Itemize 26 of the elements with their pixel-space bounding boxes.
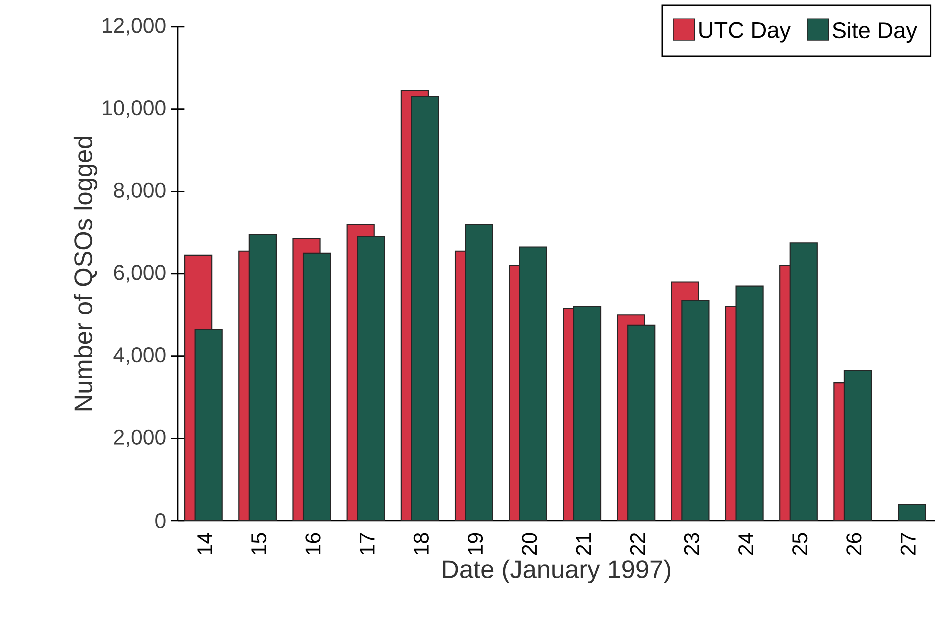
- y-tick-label: 12,000: [103, 18, 166, 36]
- x-tick-label: 21: [576, 533, 592, 556]
- x-tick-label: 14: [198, 533, 212, 554]
- y-axis-title: Number of QSOs logged: [74, 136, 98, 411]
- x-tick-label: 23: [684, 533, 700, 556]
- x-tick-label: 15: [252, 533, 267, 554]
- x-tick-label: 18: [414, 533, 429, 554]
- bar: [898, 504, 926, 522]
- x-tick-label: 26: [846, 533, 862, 556]
- y-tick-label: 10,000: [103, 100, 166, 118]
- y-tick-label: 6,000: [114, 265, 166, 283]
- legend-label: Site Day: [832, 22, 918, 44]
- x-tick-label: 24: [738, 533, 754, 556]
- x-tick-label: 25: [792, 533, 808, 556]
- y-tick-label: 2,000: [114, 430, 166, 448]
- x-tick-label: 19: [468, 533, 484, 554]
- x-tick-label: 16: [306, 533, 321, 554]
- legend-label: UTC Day: [700, 22, 792, 43]
- y-tick-label: 8,000: [114, 182, 166, 200]
- x-axis-title: Date (January 1997): [443, 560, 671, 584]
- y-tick-label: 4,000: [114, 348, 166, 366]
- y-tick-label: 0: [156, 513, 166, 529]
- x-tick-label: 17: [360, 533, 375, 554]
- x-tick-label: 22: [630, 533, 646, 556]
- x-tick-label: 27: [900, 533, 916, 556]
- x-tick-label: 20: [522, 533, 538, 556]
